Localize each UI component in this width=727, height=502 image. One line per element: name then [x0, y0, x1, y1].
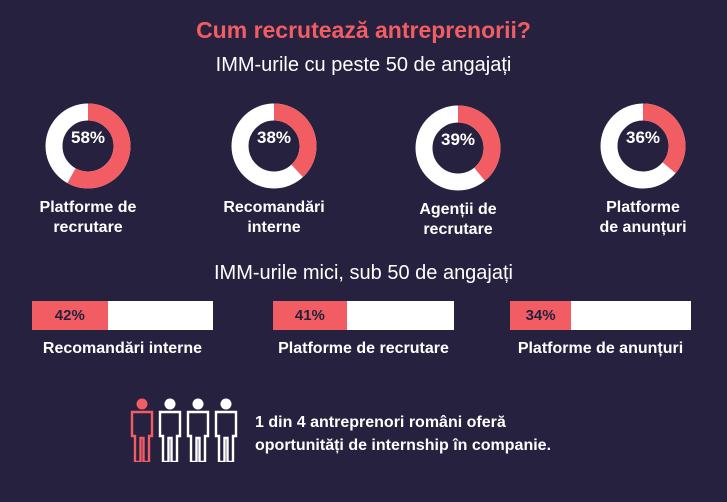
donut-ring	[415, 105, 501, 191]
donut-chart-recomandari-interne: 38% Recomandări interne	[199, 98, 349, 258]
donut-label-line1: Platforme de	[39, 199, 137, 216]
donut-label-line2: de anunțuri	[599, 219, 687, 236]
donut-arc	[415, 105, 501, 191]
donut-arc	[600, 103, 686, 189]
donut-percent: 39%	[440, 130, 476, 149]
bar-percent: 42%	[54, 307, 85, 324]
donut-arc	[45, 103, 131, 189]
donut-label: Recomandări interne	[199, 198, 349, 238]
bar-label: Platforme de anunțuri	[517, 340, 684, 357]
donut-label-line2: recrutare	[423, 221, 493, 238]
donut-arc	[231, 103, 317, 189]
bar-fill	[273, 301, 347, 330]
internship-note-line2: oportunități de internship în companie.	[255, 437, 552, 454]
donut-chart-platforme-recrutare: 58% Platforme de recrutare	[13, 98, 163, 258]
donut-label-line1: Agenții de	[419, 201, 497, 218]
donut-label-line1: Platforme	[606, 199, 680, 216]
infographic-title: Cum recrutează antreprenorii?	[196, 17, 531, 43]
donut-label: Platforme de anunțuri	[568, 198, 718, 238]
donut-percent: 36%	[625, 128, 661, 147]
bar-track-platforme-anunturi: 34%	[510, 301, 691, 330]
donut-label-line1: Recomandări	[223, 199, 325, 216]
donut-label-line2: recrutare	[53, 219, 123, 236]
bar-label: Recomandări interne	[42, 340, 203, 357]
bar-track-recomandari-interne: 42%	[32, 301, 213, 330]
section1-subtitle: IMM-urile cu peste 50 de angajați	[215, 54, 512, 76]
bar-track-platforme-recrutare: 41%	[273, 301, 454, 330]
donut-label: Platforme de recrutare	[13, 198, 163, 238]
donut-label-line2: interne	[247, 219, 301, 236]
people-icons	[130, 398, 242, 462]
person-icon	[186, 398, 210, 462]
section2-subtitle: IMM-urile mici, sub 50 de angajați	[213, 262, 513, 284]
bar-fill	[32, 301, 108, 330]
donut-percent: 38%	[256, 128, 292, 147]
internship-note: 1 din 4 antreprenori români oferă oportu…	[255, 411, 655, 457]
person-icon	[158, 398, 182, 462]
donut-chart-platforme-anunturi: 36% Platforme de anunțuri	[568, 98, 718, 258]
donut-ring	[45, 103, 131, 189]
donut-ring	[231, 103, 317, 189]
internship-note-line1: 1 din 4 antreprenori români oferă	[255, 414, 506, 431]
bar-percent: 34%	[525, 307, 556, 324]
donut-label: Agenții de recrutare	[383, 200, 533, 240]
donut-chart-agentii-recrutare: 39% Agenții de recrutare	[383, 100, 533, 260]
donut-ring	[600, 103, 686, 189]
bar-fill	[510, 301, 572, 330]
person-icon	[214, 398, 238, 462]
person-highlighted-icon	[130, 398, 154, 462]
bar-percent: 41%	[294, 307, 325, 324]
donut-percent: 58%	[70, 128, 106, 147]
bar-label: Platforme de recrutare	[278, 340, 449, 357]
